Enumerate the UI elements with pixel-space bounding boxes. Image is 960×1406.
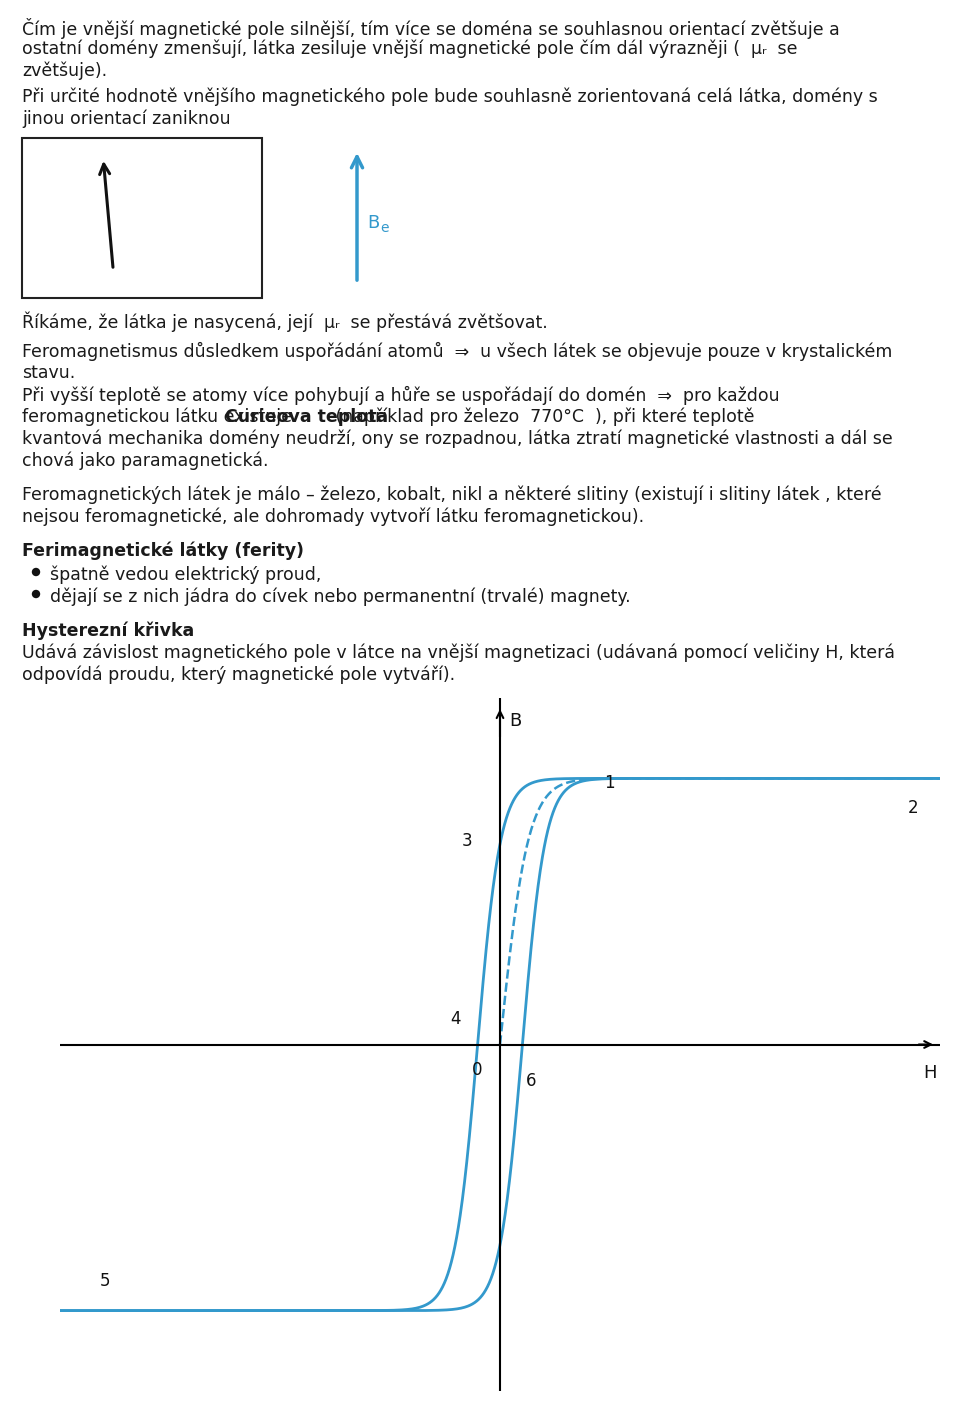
Text: 5: 5 — [100, 1272, 110, 1289]
Bar — [22, 138, 262, 298]
Text: odpovídá proudu, který magnetické pole vytváří).: odpovídá proudu, který magnetické pole v… — [22, 666, 455, 685]
Text: 4: 4 — [450, 1010, 461, 1028]
Text: stavu.: stavu. — [22, 364, 75, 382]
Text: B: B — [510, 711, 522, 730]
Text: nejsou feromagnetické, ale dohromady vytvoří látku feromagnetickou).: nejsou feromagnetické, ale dohromady vyt… — [22, 508, 644, 526]
Text: 6: 6 — [526, 1073, 536, 1090]
Text: (například pro železo  770°C  ), při které teplotě: (například pro železo 770°C ), při které… — [330, 408, 755, 426]
Text: jinou orientací zaniknou: jinou orientací zaniknou — [22, 110, 230, 128]
Text: Feromagnetismus důsledkem uspořádání atomů  ⇒  u všech látek se objevuje pouze v: Feromagnetismus důsledkem uspořádání ato… — [22, 342, 893, 361]
Text: Feromagnetických látek je málo – železo, kobalt, nikl a některé slitiny (existuj: Feromagnetických látek je málo – železo,… — [22, 486, 881, 505]
Text: 1: 1 — [604, 775, 614, 792]
Text: 3: 3 — [462, 832, 472, 851]
Circle shape — [33, 591, 39, 598]
Text: H: H — [924, 1064, 937, 1081]
Text: Při vyšší teplotě se atomy více pohybují a hůře se uspořádají do domén  ⇒  pro k: Při vyšší teplotě se atomy více pohybují… — [22, 387, 780, 405]
Text: Říkáme, že látka je nasycená, její  μᵣ  se přestává zvětšovat.: Říkáme, že látka je nasycená, její μᵣ se… — [22, 312, 548, 332]
Text: Udává závislost magnetického pole v látce na vnější magnetizaci (udávaná pomocí : Udává závislost magnetického pole v látc… — [22, 644, 895, 662]
Text: Čím je vnější magnetické pole silnější, tím více se doména se souhlasnou orienta: Čím je vnější magnetické pole silnější, … — [22, 18, 840, 39]
Text: chová jako paramagnetická.: chová jako paramagnetická. — [22, 451, 269, 471]
Text: kvantová mechanika domény neudrží, ony se rozpadnou, látka ztratí magnetické vla: kvantová mechanika domény neudrží, ony s… — [22, 430, 893, 449]
Text: zvětšuje).: zvětšuje). — [22, 62, 108, 80]
Text: 0: 0 — [472, 1062, 483, 1080]
Text: ostatní domény zmenšují, látka zesiluje vnější magnetické pole čím dál výrazněji: ostatní domény zmenšují, látka zesiluje … — [22, 39, 798, 59]
Text: B: B — [367, 214, 379, 232]
Text: e: e — [380, 221, 389, 235]
Text: špatně vedou elektrický proud,: špatně vedou elektrický proud, — [50, 567, 322, 585]
Text: feromagnetickou látku existuje: feromagnetickou látku existuje — [22, 408, 298, 426]
Text: Curieova teplota: Curieova teplota — [225, 408, 388, 426]
Circle shape — [33, 568, 39, 575]
Text: Při určité hodnotě vnějšího magnetického pole bude souhlasně zorientovaná celá l: Při určité hodnotě vnějšího magnetického… — [22, 89, 877, 107]
Text: Ferimagnetické látky (ferity): Ferimagnetické látky (ferity) — [22, 541, 304, 561]
Text: 2: 2 — [908, 799, 919, 817]
Text: dějají se z nich jádra do cívek nebo permanentní (trvalé) magnety.: dějají se z nich jádra do cívek nebo per… — [50, 588, 631, 606]
Text: Hysterezní křivka: Hysterezní křivka — [22, 621, 194, 641]
